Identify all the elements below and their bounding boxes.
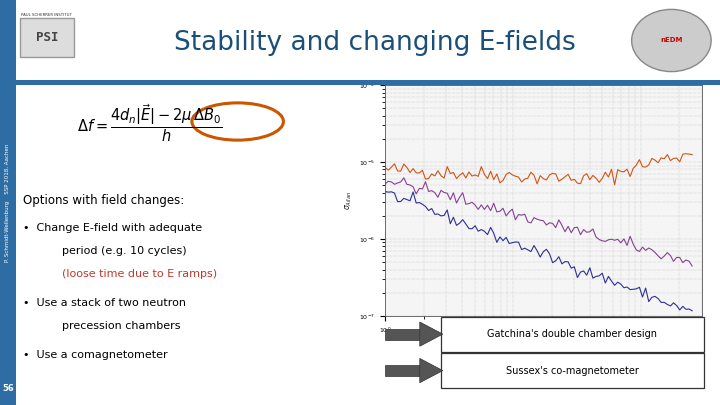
- Text: precession chambers: precession chambers: [62, 321, 180, 330]
- Text: Options with field changes:: Options with field changes:: [23, 194, 184, 207]
- Text: Sussex's co-magnetometer: Sussex's co-magnetometer: [506, 366, 639, 375]
- FancyBboxPatch shape: [19, 18, 74, 58]
- Circle shape: [631, 9, 711, 72]
- Text: PSI: PSI: [35, 31, 58, 44]
- Text: •  Use a comagnetometer: • Use a comagnetometer: [23, 350, 168, 360]
- Text: nEDM: nEDM: [660, 38, 683, 43]
- Y-axis label: $\sigma_{Allan}$: $\sigma_{Allan}$: [343, 191, 354, 210]
- Text: Gatchina's double chamber design: Gatchina's double chamber design: [487, 329, 657, 339]
- Text: (loose time due to E ramps): (loose time due to E ramps): [62, 269, 217, 279]
- Text: PAUL SCHERRER INSTITUT: PAUL SCHERRER INSTITUT: [22, 13, 72, 17]
- Text: •  Use a stack of two neutron: • Use a stack of two neutron: [23, 298, 186, 308]
- Text: period (e.g. 10 cycles): period (e.g. 10 cycles): [62, 246, 186, 256]
- Text: $\Delta f = \dfrac{4d_n|\vec{E}| - 2\mu\,\Delta B_0}{h}$: $\Delta f = \dfrac{4d_n|\vec{E}| - 2\mu\…: [77, 102, 222, 144]
- Text: Stability and changing E-fields: Stability and changing E-fields: [174, 30, 575, 55]
- Text: P. Schmidt-Wellenburg    SSP 2018, Aachen: P. Schmidt-Wellenburg SSP 2018, Aachen: [6, 143, 10, 262]
- Text: •  Change E-field with adequate: • Change E-field with adequate: [23, 224, 202, 233]
- Text: 56: 56: [2, 384, 14, 393]
- X-axis label: Number of cycles M: Number of cycles M: [506, 341, 581, 350]
